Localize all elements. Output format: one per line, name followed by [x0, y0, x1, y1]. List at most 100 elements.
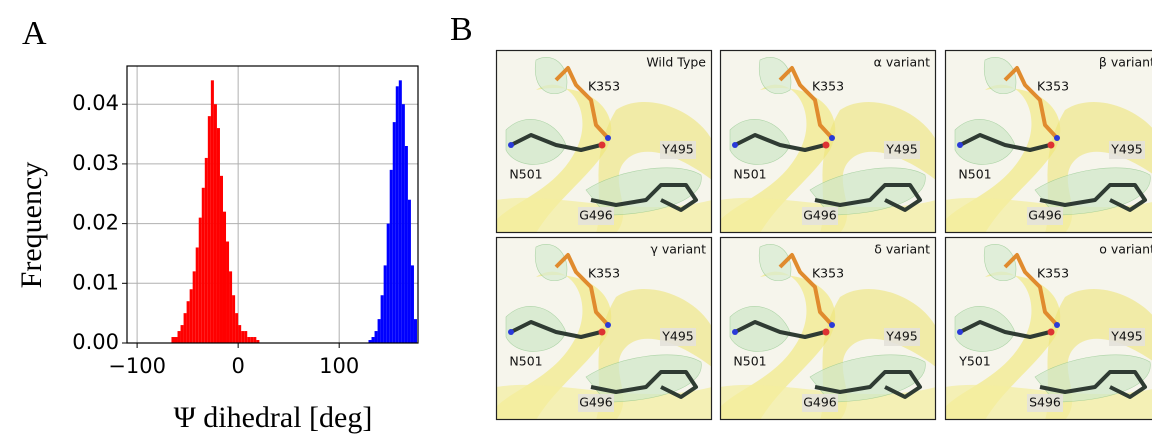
atom [1047, 141, 1055, 149]
ribbon [1045, 102, 1152, 233]
atom [605, 135, 611, 141]
histogram-bar [219, 175, 223, 343]
histogram-bar [413, 319, 417, 343]
histogram-bar [395, 86, 399, 343]
atom [1054, 322, 1060, 328]
residue-label: N501 [509, 167, 542, 182]
ribbon [596, 101, 712, 233]
histogram-bar [189, 289, 193, 343]
histogram-bar [207, 116, 211, 344]
residue-label: Y495 [1110, 329, 1143, 344]
residue-label: K353 [812, 266, 844, 281]
atom [1054, 135, 1060, 141]
atom [957, 329, 963, 335]
histogram-bar [389, 169, 393, 343]
histogram-bar [229, 271, 233, 343]
residue-label: N501 [733, 167, 766, 182]
stick-residue [590, 183, 698, 212]
histogram-bar [404, 145, 408, 343]
ribbon [820, 288, 936, 420]
stick-residue [510, 320, 602, 339]
residue-label: G496 [579, 208, 613, 223]
histogram-bar [183, 313, 187, 343]
ribbon [945, 84, 1061, 234]
mesh [758, 244, 792, 282]
label-box [884, 141, 920, 159]
plot-area [127, 66, 418, 343]
panel-label: A [22, 15, 47, 52]
ribbon [945, 271, 1061, 420]
label-box [802, 394, 838, 412]
y-tick-label: 0.01 [72, 270, 119, 294]
panel-title: Wild Type [646, 55, 706, 70]
stick-residue [510, 133, 602, 152]
plot-frame [126, 65, 419, 344]
x-tick-label: 0 [231, 354, 244, 378]
residue-label: Y495 [885, 329, 918, 344]
histogram-bar [232, 295, 236, 343]
atom [957, 142, 963, 148]
histogram-bar [198, 217, 202, 343]
residue-label: Y501 [958, 354, 991, 369]
histogram-bar [371, 337, 375, 343]
stick-residue [959, 320, 1051, 339]
histogram-bar [201, 187, 205, 343]
stick-k353 [778, 253, 834, 327]
histogram-bar [171, 337, 175, 343]
x-tick-label: −100 [108, 354, 166, 378]
structure-panel: α variant K353 Y495 N501 G496 [719, 49, 937, 234]
panel-border [719, 236, 937, 421]
atom [829, 322, 835, 328]
histogram-bar [250, 337, 254, 343]
histogram-bar [247, 337, 251, 343]
stick-residue [814, 183, 922, 212]
histogram-bar [235, 313, 239, 343]
residue-label: Y495 [885, 142, 918, 157]
y-tick-label: 0.02 [72, 211, 119, 235]
structure-panel: Wild Type K353 Y495 N501 G496 [495, 49, 713, 234]
mesh [758, 57, 792, 95]
histogram-bar [210, 80, 214, 344]
panel-border [944, 49, 1152, 234]
histogram-bar [241, 331, 245, 343]
label-box [660, 328, 696, 346]
residue-label: N501 [958, 167, 991, 182]
histogram-bar [383, 265, 387, 343]
label-box [802, 207, 838, 225]
panel-border [719, 49, 937, 234]
atom [732, 142, 738, 148]
panel-title: α variant [874, 55, 930, 70]
atom [1047, 328, 1055, 336]
structure-panel: γ variant K353 Y495 N501 G496 [495, 236, 713, 421]
mesh [534, 244, 568, 282]
stick-residue [734, 133, 826, 152]
panel-label: B [450, 11, 473, 48]
histogram-bar [244, 331, 248, 343]
panel-border [495, 236, 713, 421]
panel-border [495, 49, 713, 234]
histogram-bar [392, 122, 396, 343]
histogram-bar [192, 271, 196, 343]
atom [508, 329, 514, 335]
histogram-bar [180, 325, 184, 343]
histogram-bar [410, 265, 414, 343]
structure-panel: β variant K353 Y495 N501 G496 [944, 49, 1152, 234]
label-box [1109, 328, 1145, 346]
residue-label: N501 [733, 354, 766, 369]
residue-label: K353 [1037, 79, 1069, 94]
histogram-bar [401, 104, 405, 343]
residue-label: K353 [588, 266, 620, 281]
histogram-bar [256, 340, 260, 343]
histogram-bar [374, 331, 378, 343]
residue-label: N501 [509, 354, 542, 369]
stick-residue [590, 370, 698, 399]
panel-border [944, 236, 1152, 421]
ribbon [720, 84, 836, 234]
ribbon [1045, 289, 1152, 420]
y-axis-label: Frequency [15, 162, 48, 289]
panel-title: o variant [1099, 242, 1152, 257]
x-tick-label: 100 [319, 354, 359, 378]
structure-panel: δ variant K353 Y495 N501 G496 [719, 236, 937, 421]
ribbon [820, 101, 936, 233]
label-box [660, 141, 696, 159]
